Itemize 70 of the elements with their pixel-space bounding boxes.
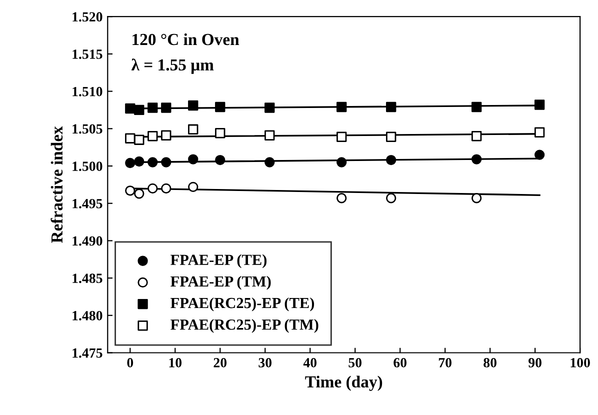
point — [215, 128, 226, 138]
point — [386, 102, 396, 112]
x-tick-label: 0 — [127, 358, 134, 368]
x-tick-label: 10 — [169, 358, 182, 368]
point — [188, 182, 198, 192]
point — [264, 157, 275, 168]
point — [134, 188, 144, 199]
point — [188, 124, 198, 134]
annotation: 120 °C in Oven — [132, 33, 240, 46]
point — [134, 134, 144, 145]
y-tick-label: 1.520 — [72, 12, 102, 22]
point — [386, 193, 396, 204]
point — [161, 157, 172, 168]
point — [161, 130, 172, 140]
point — [188, 154, 198, 164]
point — [336, 102, 347, 112]
point — [188, 100, 198, 111]
point — [134, 156, 144, 167]
y-tick-label: 1.495 — [72, 198, 102, 208]
y-tick-label: 1.515 — [72, 50, 102, 59]
x-tick-label: 30 — [258, 358, 272, 368]
legend-label: FPAE(RC25)-EP (TM) — [170, 319, 318, 333]
point — [125, 158, 136, 168]
point — [534, 150, 545, 160]
point — [471, 154, 482, 164]
point — [215, 154, 226, 166]
y-tick-label: 1.510 — [72, 86, 102, 96]
x-tick-label: 50 — [348, 358, 362, 368]
point — [161, 102, 172, 113]
point — [336, 132, 347, 142]
x-axis-title: Time (day) — [305, 376, 382, 391]
point — [148, 183, 158, 194]
point — [215, 102, 226, 112]
point — [264, 130, 275, 140]
point — [148, 102, 158, 113]
y-tick-label: 1.475 — [72, 348, 102, 358]
y-tick-label: 1.490 — [72, 236, 102, 246]
point — [134, 104, 144, 116]
point — [264, 102, 275, 113]
point — [125, 186, 136, 196]
x-tick-label: 60 — [394, 358, 407, 368]
x-tick-label: 100 — [570, 358, 590, 368]
x-tick-label: 90 — [528, 358, 542, 368]
x-tick-label: 70 — [438, 358, 452, 368]
point — [534, 127, 545, 138]
y-tick-label: 1.500 — [72, 162, 102, 172]
point — [534, 100, 545, 110]
point — [471, 193, 482, 204]
legend-label: FPAE-EP (TM) — [170, 276, 271, 290]
y-tick-label: 1.480 — [72, 310, 102, 320]
y-axis-title: Refractive index — [50, 126, 63, 243]
x-tick-label: 20 — [214, 358, 227, 368]
point — [125, 133, 136, 144]
point — [471, 131, 482, 142]
legend-label: FPAE-EP (TE) — [170, 254, 267, 268]
point — [161, 183, 172, 194]
point — [471, 102, 482, 112]
y-tick-label: 1.485 — [72, 274, 102, 284]
y-tick-label: 1.505 — [72, 124, 102, 134]
point — [336, 193, 347, 204]
point — [386, 132, 396, 142]
x-tick-label: 40 — [303, 358, 317, 368]
annotation: λ = 1.55 μm — [131, 58, 214, 74]
point — [148, 131, 158, 142]
point — [125, 103, 136, 114]
point — [148, 157, 158, 168]
x-tick-label: 80 — [484, 358, 496, 368]
point — [336, 157, 347, 168]
legend-label: FPAE(RC25)-EP (TE) — [170, 297, 314, 312]
point — [386, 154, 396, 166]
